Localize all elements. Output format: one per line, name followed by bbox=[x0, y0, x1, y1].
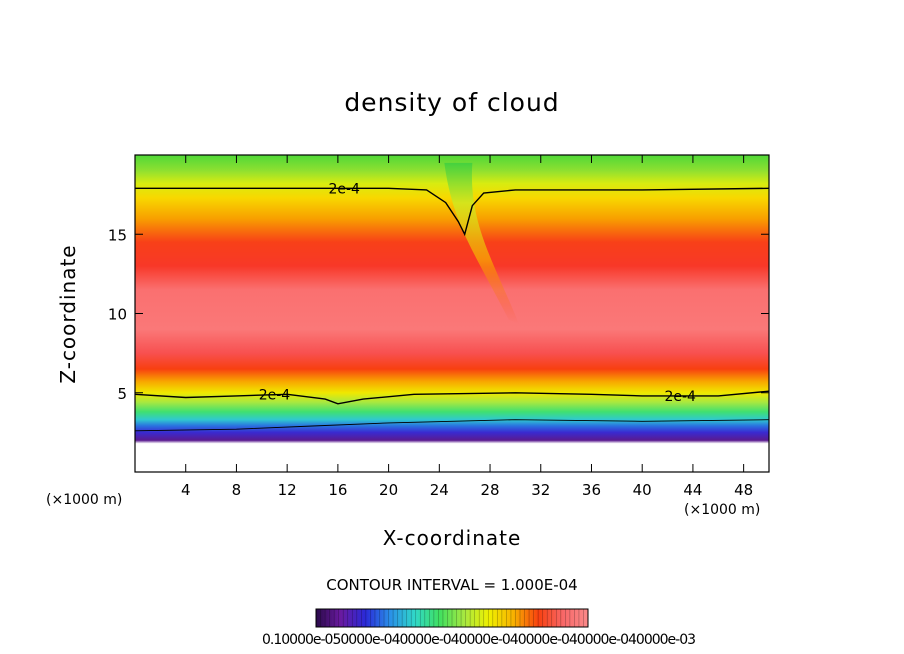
density-field bbox=[135, 155, 769, 472]
colorbar-strip bbox=[315, 608, 589, 628]
x-tick-label: 24 bbox=[430, 481, 449, 499]
y-tick-label: 5 bbox=[117, 385, 127, 403]
contour-label: 2e-4 bbox=[259, 388, 291, 404]
chart-title: density of cloud bbox=[344, 88, 560, 117]
contour-line bbox=[135, 419, 769, 432]
x-axis-label: X-coordinate bbox=[382, 526, 522, 550]
x-unit-right: (×1000 m) bbox=[684, 502, 761, 518]
y-tick-label: 15 bbox=[108, 226, 127, 244]
colorbar-labels: 0.10000e-050000e-040000e-040000e-040000e… bbox=[262, 632, 696, 648]
x-tick-label: 20 bbox=[379, 481, 398, 499]
x-axis: 4 8 12 16 20 24 28 32 36 40 44 48 bbox=[181, 155, 753, 499]
contour-line bbox=[135, 390, 769, 405]
x-tick-label: 28 bbox=[480, 481, 499, 499]
plot-area: 2e-4 2e-4 2e-4 bbox=[135, 155, 769, 472]
x-tick-label: 44 bbox=[683, 481, 702, 499]
x-unit-left: (×1000 m) bbox=[46, 492, 123, 508]
colorbar bbox=[315, 608, 589, 628]
x-tick-label: 48 bbox=[734, 481, 753, 499]
y-axis: 5 10 15 bbox=[108, 226, 769, 403]
x-tick-label: 4 bbox=[181, 481, 191, 499]
y-tick-label: 10 bbox=[108, 306, 127, 324]
y-axis-label: Z-coordinate bbox=[56, 244, 80, 384]
contour-label: 2e-4 bbox=[664, 389, 696, 405]
plume-shape bbox=[444, 162, 519, 324]
contour-interval: CONTOUR INTERVAL = 1.000E-04 bbox=[326, 576, 578, 594]
contour-lines: 2e-4 2e-4 2e-4 bbox=[135, 181, 769, 432]
contour-label: 2e-4 bbox=[328, 181, 360, 197]
x-tick-label: 12 bbox=[278, 481, 297, 499]
x-tick-label: 40 bbox=[633, 481, 652, 499]
x-tick-label: 36 bbox=[582, 481, 601, 499]
x-tick-label: 16 bbox=[328, 481, 347, 499]
x-tick-label: 8 bbox=[232, 481, 242, 499]
plume bbox=[444, 162, 519, 324]
x-tick-label: 32 bbox=[531, 481, 550, 499]
contour-line bbox=[135, 187, 769, 237]
